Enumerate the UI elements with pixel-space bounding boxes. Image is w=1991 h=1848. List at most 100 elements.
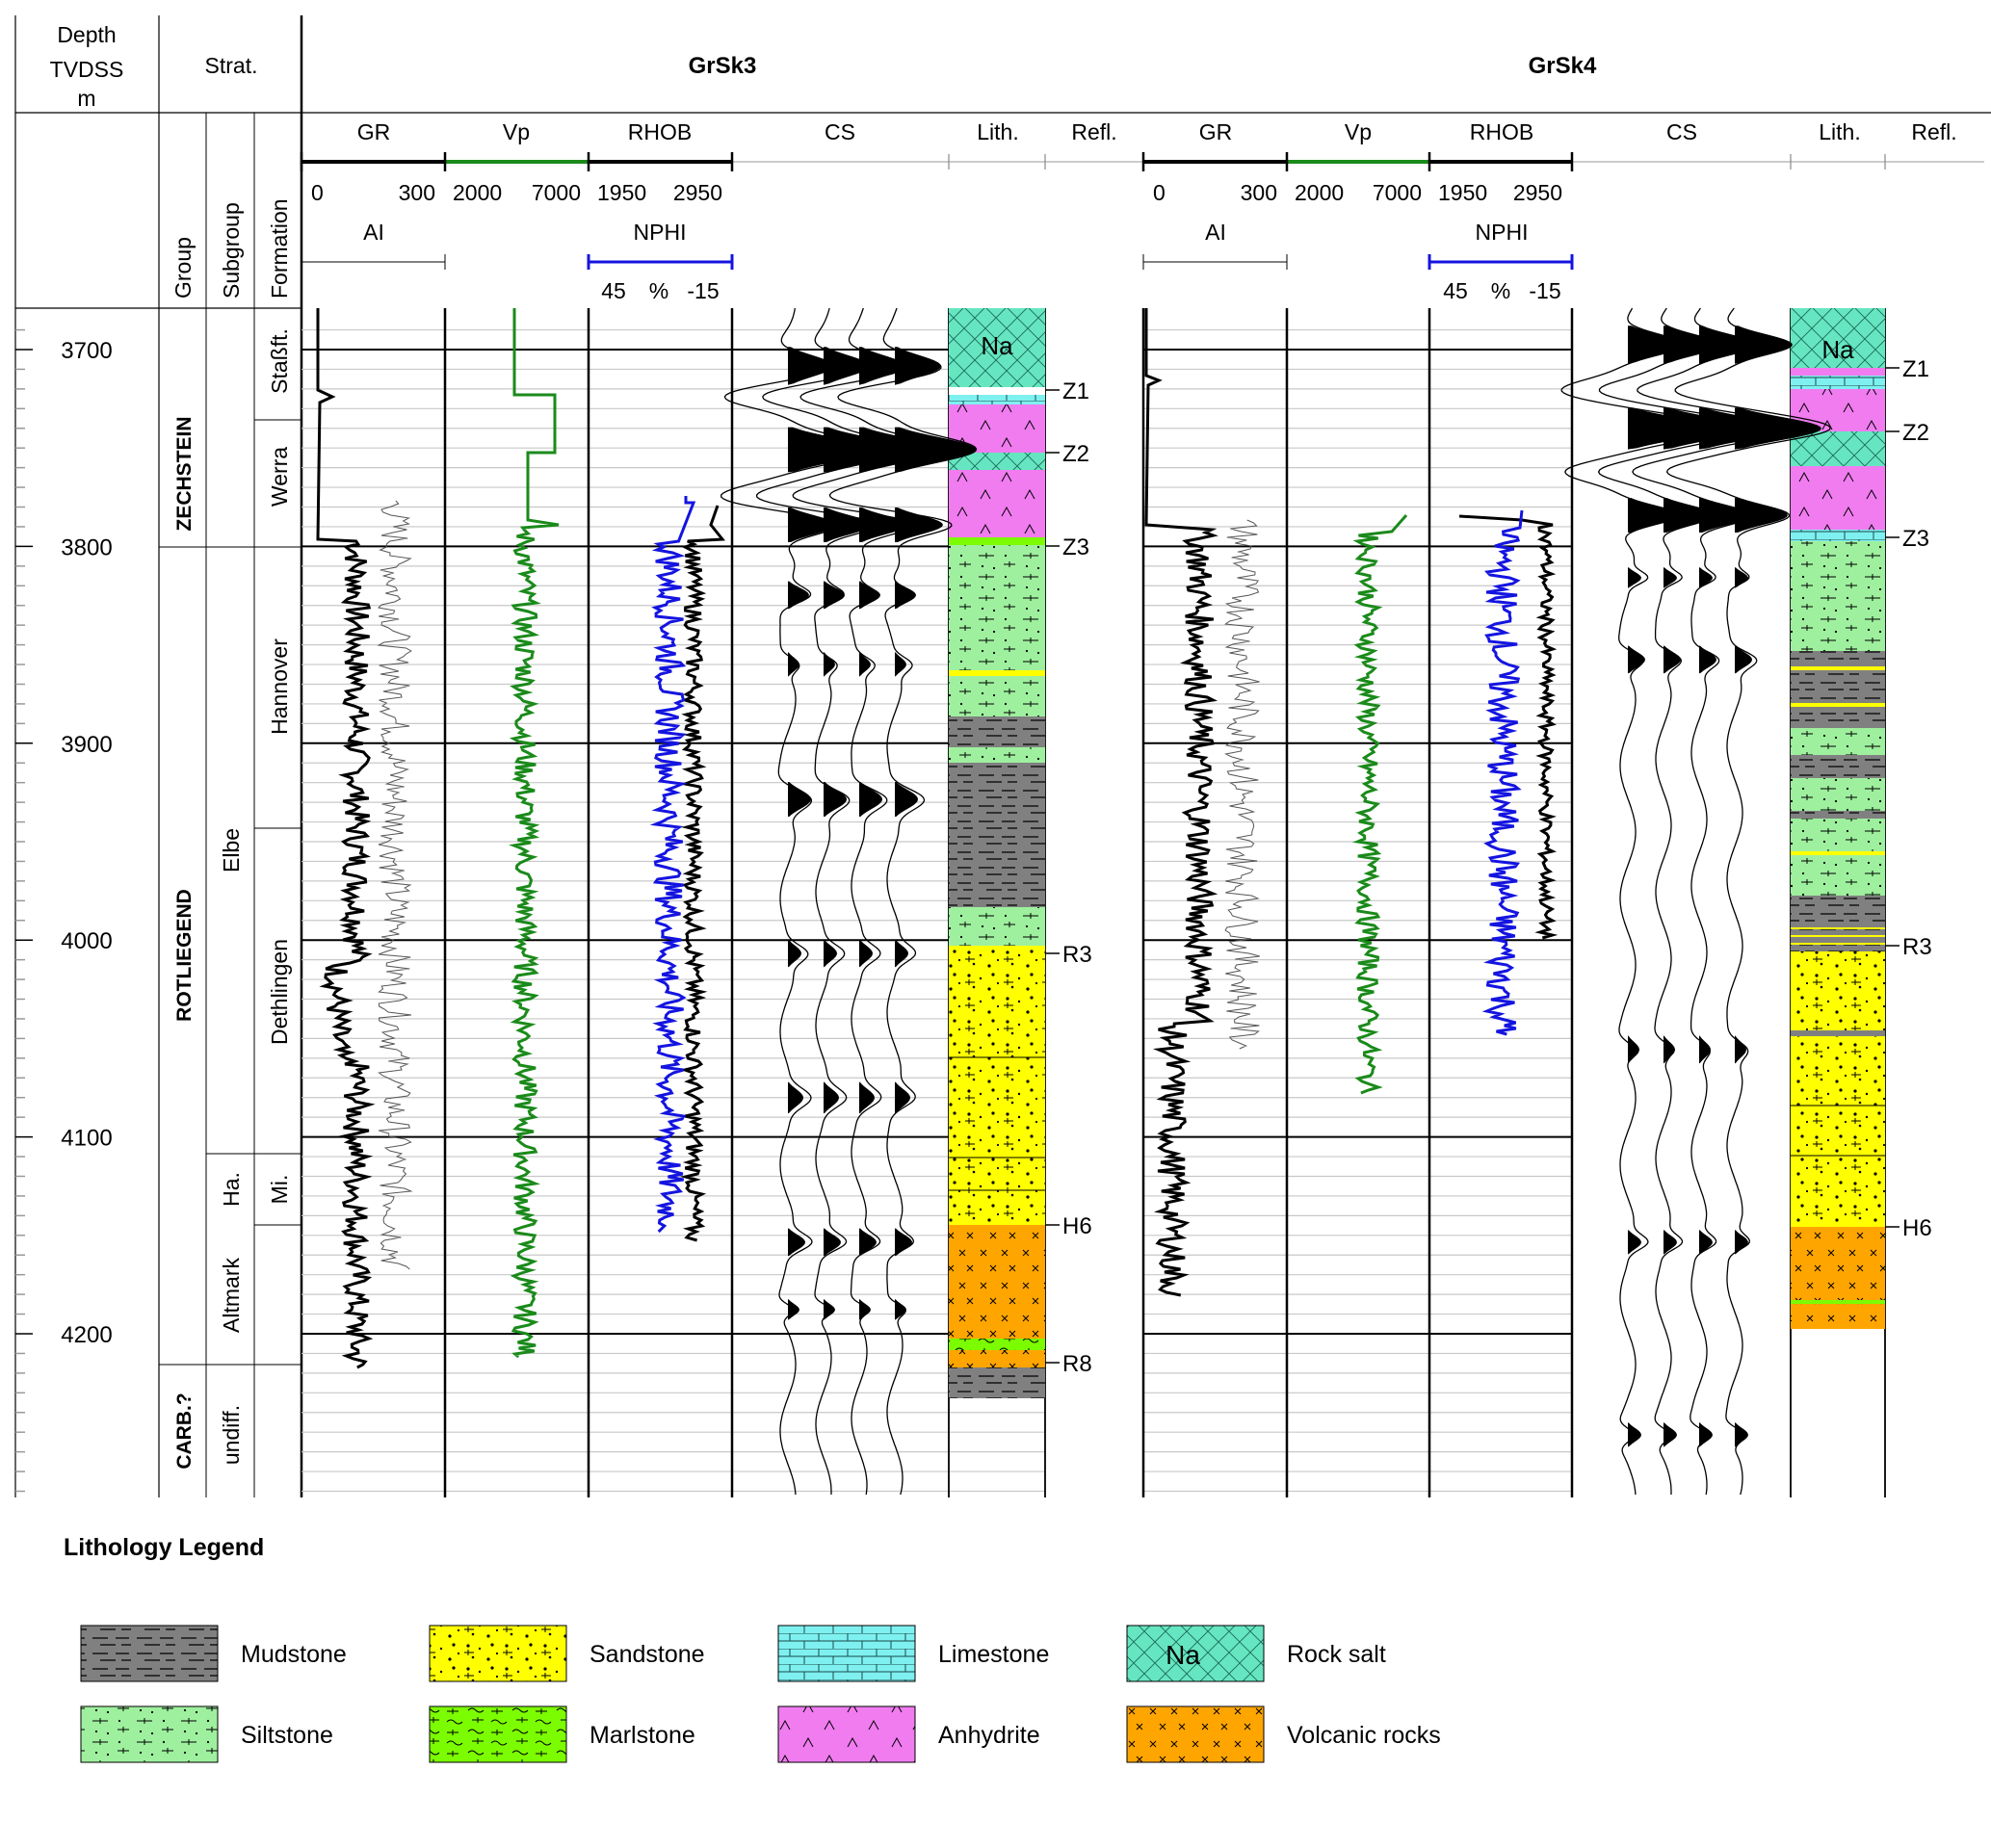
grsk3-reflector-z1: Z1 xyxy=(1062,378,1089,404)
grsk4-lith-sandstone-1 xyxy=(1791,951,1885,1030)
grsk3-cs-trace-fill xyxy=(824,939,837,968)
grsk3-lith-mudstone-1 xyxy=(949,716,1045,747)
grsk3-lith-gap xyxy=(949,387,1045,395)
grsk4-vp-scale-min: 2000 xyxy=(1295,180,1344,205)
grsk3-cs-trace-fill xyxy=(895,939,908,968)
grsk4-salt-label: Na xyxy=(1821,335,1854,364)
legend-swatch-rocksalt xyxy=(1126,1625,1265,1682)
grsk4-cs-trace-fill xyxy=(1735,567,1748,588)
grsk3-cs-trace-fill xyxy=(788,782,811,817)
grsk3-cs-trace-fill xyxy=(859,1081,875,1114)
grsk3-gr-scale-min: 0 xyxy=(311,180,324,205)
grsk3-reflector-z3: Z3 xyxy=(1062,534,1089,560)
seismic-traces xyxy=(720,307,1831,1496)
grsk4-lith-volcanic-1 xyxy=(1791,1227,1885,1300)
grsk4-lith-siltstone-4 xyxy=(1791,819,1885,851)
grsk4-lith-limestone-1 xyxy=(1791,376,1885,389)
legend-swatch-marlstone xyxy=(429,1705,567,1763)
subgroup-elbe: Elbe xyxy=(219,828,244,872)
grsk4-cs-trace-fill xyxy=(1664,1422,1677,1447)
depth-tick-label: 4200 xyxy=(61,1322,112,1348)
grsk4-cs-trace-fill xyxy=(1699,498,1752,533)
depth-tick-label: 3700 xyxy=(61,338,112,364)
grsk3-cs-label: CS xyxy=(825,119,855,144)
grsk3-reflector-r3: R3 xyxy=(1062,942,1092,968)
grsk4-cs-trace xyxy=(1560,307,1726,1496)
grsk3-refl-label: Refl. xyxy=(1071,119,1116,144)
legend-swatch-volcanic xyxy=(1126,1705,1265,1763)
grsk3-cs-trace-fill xyxy=(788,581,809,610)
grsk3-cs-trace-fill xyxy=(824,652,835,677)
grsk3-cs-trace-fill xyxy=(788,508,836,542)
depth-axis: 3700 3800 3900 4000 4100 4200 xyxy=(15,328,113,1493)
depth-tick-label: 3800 xyxy=(61,534,112,560)
legend-label-rocksalt: Rock salt xyxy=(1287,1641,1386,1668)
grsk3-gr-scale-max: 300 xyxy=(399,180,435,205)
grsk4-refl-label: Refl. xyxy=(1911,119,1956,144)
grsk4-lith-sand-thin-1 xyxy=(1791,666,1885,670)
grsk4-lith-siltstone-5 xyxy=(1791,855,1885,896)
grsk3-lith-volcanic-2 xyxy=(949,1294,1045,1339)
well-title-grsk3: GrSk3 xyxy=(689,53,757,79)
grsk4-vp-scale-max: 7000 xyxy=(1373,180,1422,205)
grsk4-reflector-z2: Z2 xyxy=(1902,420,1929,446)
grsk3-vp-scale-min: 2000 xyxy=(453,180,502,205)
grsk3-cs-trace-fill xyxy=(824,508,872,542)
grsk3-cs-trace-fill xyxy=(895,1081,910,1114)
grsk4-cs-trace-fill xyxy=(1699,645,1716,674)
grsk4-cs-trace-fill xyxy=(1628,567,1641,588)
grsk4-cs-trace-fill xyxy=(1735,325,1793,364)
strat-title: Strat. xyxy=(205,53,258,78)
grsk4-nphi-scale-unit: % xyxy=(1491,278,1510,303)
depth-tick-label: 4000 xyxy=(61,928,112,954)
grsk3-cs-trace-fill xyxy=(895,427,977,473)
legend-label-siltstone: Siltstone xyxy=(241,1722,333,1749)
depth-unit-tvdss: TVDSS xyxy=(50,57,124,82)
grsk3-lith-volcanic-3 xyxy=(949,1350,1045,1367)
grsk3-cs-trace-fill xyxy=(788,347,834,385)
legend-label-marlstone: Marlstone xyxy=(589,1722,695,1749)
grsk4-lith-siltstone-3 xyxy=(1791,778,1885,811)
grsk3-cs-trace-fill xyxy=(859,939,873,968)
grsk4-lith-volcanic-2 xyxy=(1791,1304,1885,1329)
grsk3-vp-label: Vp xyxy=(503,119,530,144)
grsk3-cs-trace-fill xyxy=(859,782,882,817)
grsk4-lith-anhydrite-thin xyxy=(1791,368,1885,376)
grsk4-lith-mudstone-3 xyxy=(1791,707,1885,728)
grsk3-cs-trace-fill xyxy=(895,508,943,542)
grsk4-cs-trace-fill xyxy=(1735,1035,1746,1064)
grsk3-lith-siltstone-4 xyxy=(949,907,1045,946)
legend-label-sandstone: Sandstone xyxy=(589,1641,705,1668)
grsk3-gr-curve xyxy=(316,308,376,1369)
grsk3-salt-label: Na xyxy=(981,331,1013,360)
grsk3-lith-mudstone-2 xyxy=(949,763,1045,907)
legend-swatch-limestone xyxy=(777,1625,916,1682)
group-carb: CARB.? xyxy=(173,1393,196,1469)
formation-header: Formation xyxy=(267,198,292,299)
grsk3-rhob-scale-min: 1950 xyxy=(597,180,646,205)
grsk4-cs-trace-fill xyxy=(1628,1035,1639,1064)
grsk4-cs-trace-fill xyxy=(1699,325,1757,364)
grsk4-cs-trace-fill xyxy=(1735,1230,1748,1255)
subgroup-altmark: Altmark xyxy=(219,1258,244,1333)
grsk4-nphi-curve xyxy=(1481,509,1524,1036)
legend-title: Lithology Legend xyxy=(64,1534,264,1561)
grsk4-lith-mudstone-4 xyxy=(1791,755,1885,778)
grsk3-lith-siltstone-2 xyxy=(949,676,1045,716)
grsk3-cs-trace xyxy=(755,307,910,1496)
grsk4-lith-sand-thin-3 xyxy=(1791,851,1885,855)
grsk3-cs-trace-fill xyxy=(788,652,799,677)
grsk3-cs-trace-fill xyxy=(824,1299,835,1320)
grsk3-lith-label: Lith. xyxy=(977,119,1018,144)
grsk4-track-header: GR Vp RHOB CS Lith. Refl. 0 300 2000 700… xyxy=(1141,119,1984,303)
grsk3-cs-trace-fill xyxy=(859,1228,877,1257)
track-borders xyxy=(443,308,1886,1497)
grsk3-cs-trace-fill xyxy=(788,1081,803,1114)
grsk3-cs-trace-fill xyxy=(859,347,905,385)
grsk3-lith-anhydrite-2 xyxy=(949,470,1045,537)
legend-label-volcanic: Volcanic rocks xyxy=(1287,1722,1441,1749)
grsk3-cs-trace xyxy=(828,307,978,1496)
grsk4-cs-trace-fill xyxy=(1664,325,1721,364)
grsk4-cs-trace-fill xyxy=(1699,1035,1711,1064)
grsk4-lith-mudstone-5 xyxy=(1791,811,1885,819)
